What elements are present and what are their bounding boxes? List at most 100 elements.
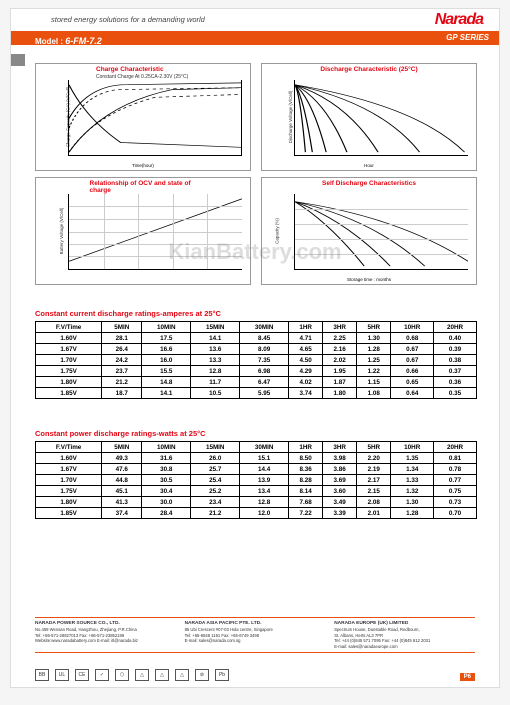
table-cell: 49.3 — [102, 453, 142, 464]
table-cell: 1.32 — [391, 486, 434, 497]
table-cell: 26.0 — [191, 453, 240, 464]
table-row: 1.80V21.214.811.76.474.021.871.150.650.3… — [36, 377, 477, 388]
brand-logo: Narada — [435, 11, 483, 29]
footer-line: E-mail: sales@naradaeurope.com — [334, 644, 475, 649]
table-header: 10MIN — [142, 442, 191, 453]
table-cell: 3.86 — [323, 464, 357, 475]
table-cell: 1.35 — [391, 453, 434, 464]
table-cell: 8.28 — [289, 475, 323, 486]
x-axis-label: Storage time : months — [347, 277, 391, 282]
table-cell: 8.14 — [289, 486, 323, 497]
table-row: 1.70V44.830.525.413.98.283.692.171.330.7… — [36, 475, 477, 486]
chart-selfdischarge: Self Discharge Characteristics Capacity … — [261, 177, 477, 285]
footer-line: Website:www.naradabattery.com E-mail: it… — [35, 638, 176, 643]
table-cell: 0.38 — [434, 355, 477, 366]
table-cell: 8.36 — [289, 464, 323, 475]
table-cell: 1.85V — [36, 388, 102, 399]
table-cell: 1.30 — [391, 497, 434, 508]
tagline: stored energy solutions for a demanding … — [51, 15, 205, 24]
table-header: 5MIN — [102, 322, 142, 333]
model-value: 6-FM-7.2 — [65, 36, 102, 46]
table-cell: 45.1 — [102, 486, 142, 497]
table-cell: 6.47 — [240, 377, 289, 388]
table-row: 1.85V18.714.110.55.953.741.801.080.640.3… — [36, 388, 477, 399]
footer-col: NARADA POWER SOURCE CO., LTD. No.459 Wen… — [35, 621, 176, 649]
cert-icon: ✓ — [95, 669, 109, 681]
table-cell: 30.8 — [142, 464, 191, 475]
table-cell: 4.65 — [289, 344, 323, 355]
table-cell: 1.60V — [36, 453, 102, 464]
table-row: 1.85V37.428.421.212.07.223.392.011.280.7… — [36, 508, 477, 519]
table-row: 1.70V24.216.013.37.354.502.021.250.670.3… — [36, 355, 477, 366]
table-cell: 1.70V — [36, 475, 102, 486]
table-cell: 10.5 — [191, 388, 240, 399]
table-header: 5HR — [357, 322, 391, 333]
table-cell: 4.02 — [289, 377, 323, 388]
table-cell: 25.7 — [191, 464, 240, 475]
cert-icon: △ — [175, 669, 189, 681]
table-cell: 1.67V — [36, 344, 102, 355]
table-power: F.V/Time5MIN10MIN15MIN30MIN1HR3HR5HR10HR… — [35, 441, 477, 519]
table-cell: 4.29 — [289, 366, 323, 377]
table-cell: 1.60V — [36, 333, 102, 344]
chart-axes — [68, 194, 242, 270]
table-cell: 5.95 — [240, 388, 289, 399]
chart-axes — [68, 80, 242, 156]
table-cell: 0.73 — [434, 497, 477, 508]
table-cell: 12.8 — [240, 497, 289, 508]
table-cell: 1.25 — [357, 355, 391, 366]
chart-title: Relationship of OCV and state of charge — [90, 180, 197, 194]
table-cell: 0.78 — [434, 464, 477, 475]
footer-col: NARADA ASIA PACIFIC PTE. LTD. 85 Ubi Cre… — [185, 621, 326, 649]
table-header: 10MIN — [142, 322, 191, 333]
table-cell: 1.75V — [36, 366, 102, 377]
y-axis-label: Discharge Voltage (V/Cell) — [288, 91, 293, 144]
table-cell: 1.80 — [323, 388, 357, 399]
table-cell: 0.70 — [434, 508, 477, 519]
footer: NARADA POWER SOURCE CO., LTD. No.459 Wen… — [35, 617, 475, 653]
table-cell: 1.70V — [36, 355, 102, 366]
chart-svg — [295, 80, 468, 155]
table-cell: 0.67 — [391, 355, 434, 366]
table-cell: 0.65 — [391, 377, 434, 388]
table-row: 1.80V41.330.023.412.87.683.492.081.300.7… — [36, 497, 477, 508]
table-cell: 4.50 — [289, 355, 323, 366]
table-cell: 2.01 — [357, 508, 391, 519]
table-row: 1.67V47.630.825.714.48.363.862.191.340.7… — [36, 464, 477, 475]
model-label: Model : 6-FM-7.2 — [11, 34, 102, 49]
table-cell: 8.50 — [289, 453, 323, 464]
table-title: Constant current discharge ratings-amper… — [35, 309, 477, 318]
table-cell: 1.08 — [357, 388, 391, 399]
x-axis-label: Time(hour) — [132, 163, 154, 168]
table-header: 3HR — [323, 442, 357, 453]
table-cell: 28.1 — [102, 333, 142, 344]
table-cell: 3.60 — [323, 486, 357, 497]
table-cell: 14.8 — [142, 377, 191, 388]
cert-icon: ⬡ — [115, 669, 129, 681]
table-cell: 7.35 — [240, 355, 289, 366]
table-cell: 6.98 — [240, 366, 289, 377]
page-number: P6 — [460, 673, 475, 681]
chart-ocv: Relationship of OCV and state of charge … — [35, 177, 251, 285]
table-cell: 3.39 — [323, 508, 357, 519]
table-cell: 7.22 — [289, 508, 323, 519]
table-cell: 25.4 — [191, 475, 240, 486]
table-header: F.V/Time — [36, 322, 102, 333]
table-cell: 24.2 — [102, 355, 142, 366]
table-cell: 1.87 — [323, 377, 357, 388]
chart-axes — [294, 80, 468, 156]
table-header: 10HR — [391, 322, 434, 333]
table-current: F.V/Time5MIN10MIN15MIN30MIN1HR3HR5HR10HR… — [35, 321, 477, 399]
table-cell: 30.5 — [142, 475, 191, 486]
cert-icon: △ — [155, 669, 169, 681]
table-cell: 1.22 — [357, 366, 391, 377]
table-cell: 1.28 — [357, 344, 391, 355]
table-cell: 37.4 — [102, 508, 142, 519]
table-cell: 14.1 — [142, 388, 191, 399]
table-cell: 26.4 — [102, 344, 142, 355]
table-cell: 2.20 — [357, 453, 391, 464]
table-cell: 12.8 — [191, 366, 240, 377]
table-cell: 2.16 — [323, 344, 357, 355]
table-cell: 23.4 — [191, 497, 240, 508]
x-axis-label: Hour — [364, 163, 374, 168]
